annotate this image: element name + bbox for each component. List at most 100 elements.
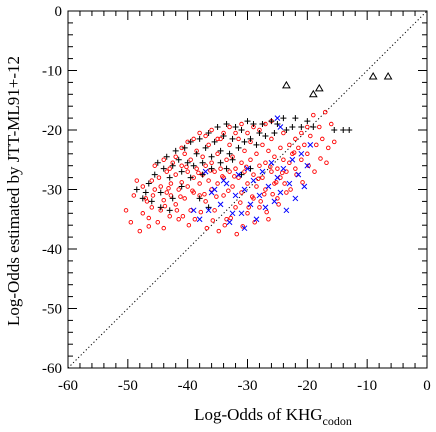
data-point [154, 159, 161, 166]
data-point [268, 118, 275, 125]
data-point [247, 165, 254, 172]
data-point [224, 157, 229, 162]
data-point [148, 198, 155, 205]
data-point [181, 144, 188, 151]
data-point [208, 153, 215, 160]
data-point [158, 184, 163, 189]
data-point [167, 166, 172, 171]
data-point [211, 138, 218, 145]
data-point [236, 136, 241, 142]
data-point [192, 216, 198, 222]
data-point [187, 174, 194, 181]
data-point [233, 205, 238, 210]
data-point [209, 187, 214, 192]
data-point [250, 177, 257, 184]
data-point [214, 124, 221, 131]
data-point [190, 162, 197, 169]
data-point [160, 165, 167, 172]
data-point [283, 207, 290, 214]
y-tick-label: -10 [42, 64, 62, 80]
data-point [185, 169, 190, 174]
series-circle [123, 109, 337, 237]
data-point [292, 115, 299, 122]
data-point [247, 135, 254, 142]
data-point [318, 156, 323, 161]
data-point [241, 225, 248, 232]
data-point [226, 219, 233, 226]
data-point [204, 225, 210, 231]
data-point [194, 166, 199, 171]
data-point [208, 165, 215, 172]
data-point [173, 154, 178, 160]
data-point [278, 145, 283, 151]
y-tick-label: -50 [42, 302, 62, 318]
data-point [305, 151, 310, 157]
data-point [209, 127, 214, 133]
data-point [239, 160, 244, 165]
data-point [182, 196, 187, 201]
data-point [157, 204, 164, 211]
data-point [259, 121, 266, 128]
data-point [326, 145, 331, 151]
data-point [188, 157, 193, 162]
data-point [202, 168, 209, 175]
y-tick-label: -30 [42, 183, 62, 199]
data-point [287, 160, 292, 165]
data-point [259, 168, 266, 175]
data-point [310, 124, 317, 131]
data-point [298, 150, 305, 157]
data-point [146, 215, 152, 221]
data-point [203, 163, 208, 168]
data-point [157, 189, 164, 196]
data-point [279, 170, 285, 176]
data-point [275, 196, 280, 201]
data-point [260, 175, 265, 180]
data-point [254, 184, 259, 189]
data-point [156, 175, 162, 180]
data-point [244, 165, 251, 172]
y-tick-label: -20 [42, 123, 62, 139]
data-point [226, 188, 231, 193]
data-series [123, 71, 393, 237]
data-point [230, 184, 235, 189]
data-point [186, 222, 192, 228]
data-point [245, 181, 250, 186]
x-tick-label: -50 [118, 378, 138, 394]
data-point [295, 171, 302, 178]
data-point [298, 124, 305, 131]
data-point [281, 130, 286, 136]
data-point [187, 138, 194, 145]
data-point [202, 192, 207, 197]
data-point [346, 127, 353, 133]
data-point [215, 151, 220, 157]
data-point [240, 224, 245, 229]
data-point [253, 216, 260, 223]
data-point [134, 178, 140, 183]
x-axis-title-main: Log-Odds of KHG [194, 405, 322, 424]
data-point [228, 215, 233, 221]
data-point [168, 181, 174, 186]
data-point [206, 142, 211, 148]
data-point [269, 136, 274, 142]
data-point [191, 136, 196, 142]
data-point [270, 192, 275, 197]
data-point [284, 169, 289, 174]
y-axis-title: Log-Odds estimated by JTT-ML91+-12 [4, 56, 23, 326]
data-point [220, 174, 225, 179]
data-point [203, 133, 208, 139]
data-point [323, 109, 328, 115]
data-point [178, 194, 183, 199]
data-point [311, 112, 316, 118]
x-tick-label: 0 [423, 378, 431, 394]
data-point [205, 204, 212, 211]
data-point [236, 175, 241, 180]
data-point [229, 210, 236, 217]
data-point [140, 184, 146, 189]
data-point [214, 194, 219, 199]
data-point [172, 147, 179, 154]
data-point [368, 71, 378, 80]
data-point [262, 192, 267, 197]
data-point [238, 200, 243, 205]
data-point [239, 121, 244, 127]
